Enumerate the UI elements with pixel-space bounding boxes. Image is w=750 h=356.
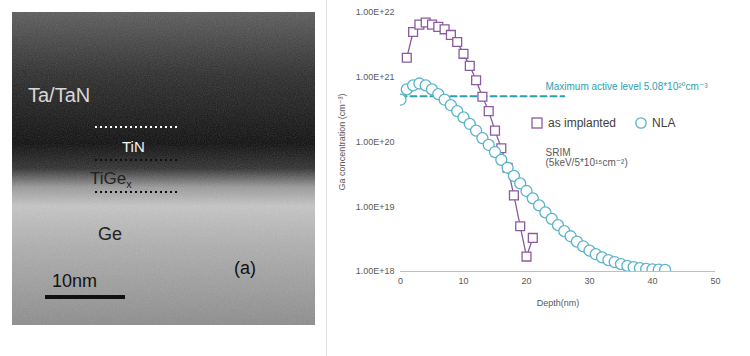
svg-text:1.00E+22: 1.00E+22 — [356, 7, 395, 17]
svg-text:(a): (a) — [234, 258, 256, 278]
svg-text:10: 10 — [458, 276, 468, 286]
svg-text:TiN: TiN — [122, 138, 145, 155]
svg-text:Maximum active level 5.08*10²⁰: Maximum active level 5.08*10²⁰cm⁻³ — [545, 81, 708, 92]
svg-text:Ta/TaN: Ta/TaN — [28, 84, 90, 106]
html-text:NLA: NLA — [652, 116, 676, 130]
svg-text:1.00E+18: 1.00E+18 — [356, 266, 395, 276]
svg-text:TiGex: TiGex — [90, 169, 132, 190]
svg-text:10nm: 10nm — [52, 271, 97, 291]
svg-text:Depth(nm): Depth(nm) — [537, 298, 580, 308]
svg-text:0: 0 — [398, 276, 403, 286]
svg-text:1.00E+19: 1.00E+19 — [356, 202, 395, 212]
svg-text:SRIM(5keV/5*10¹⁵cm⁻²): SRIM(5keV/5*10¹⁵cm⁻²) — [546, 147, 628, 168]
svg-text:Ge: Ge — [98, 224, 122, 244]
svg-text:1.00E+21: 1.00E+21 — [356, 72, 395, 82]
svg-text:1.00E+20: 1.00E+20 — [356, 137, 395, 147]
html-text:as implanted: as implanted — [548, 116, 616, 130]
svg-text:40: 40 — [647, 276, 657, 286]
svg-text:30: 30 — [584, 276, 594, 286]
svg-text:50: 50 — [710, 276, 720, 286]
svg-text:Ga concentration (cm⁻³): Ga concentration (cm⁻³) — [337, 94, 347, 191]
svg-text:20: 20 — [521, 276, 531, 286]
